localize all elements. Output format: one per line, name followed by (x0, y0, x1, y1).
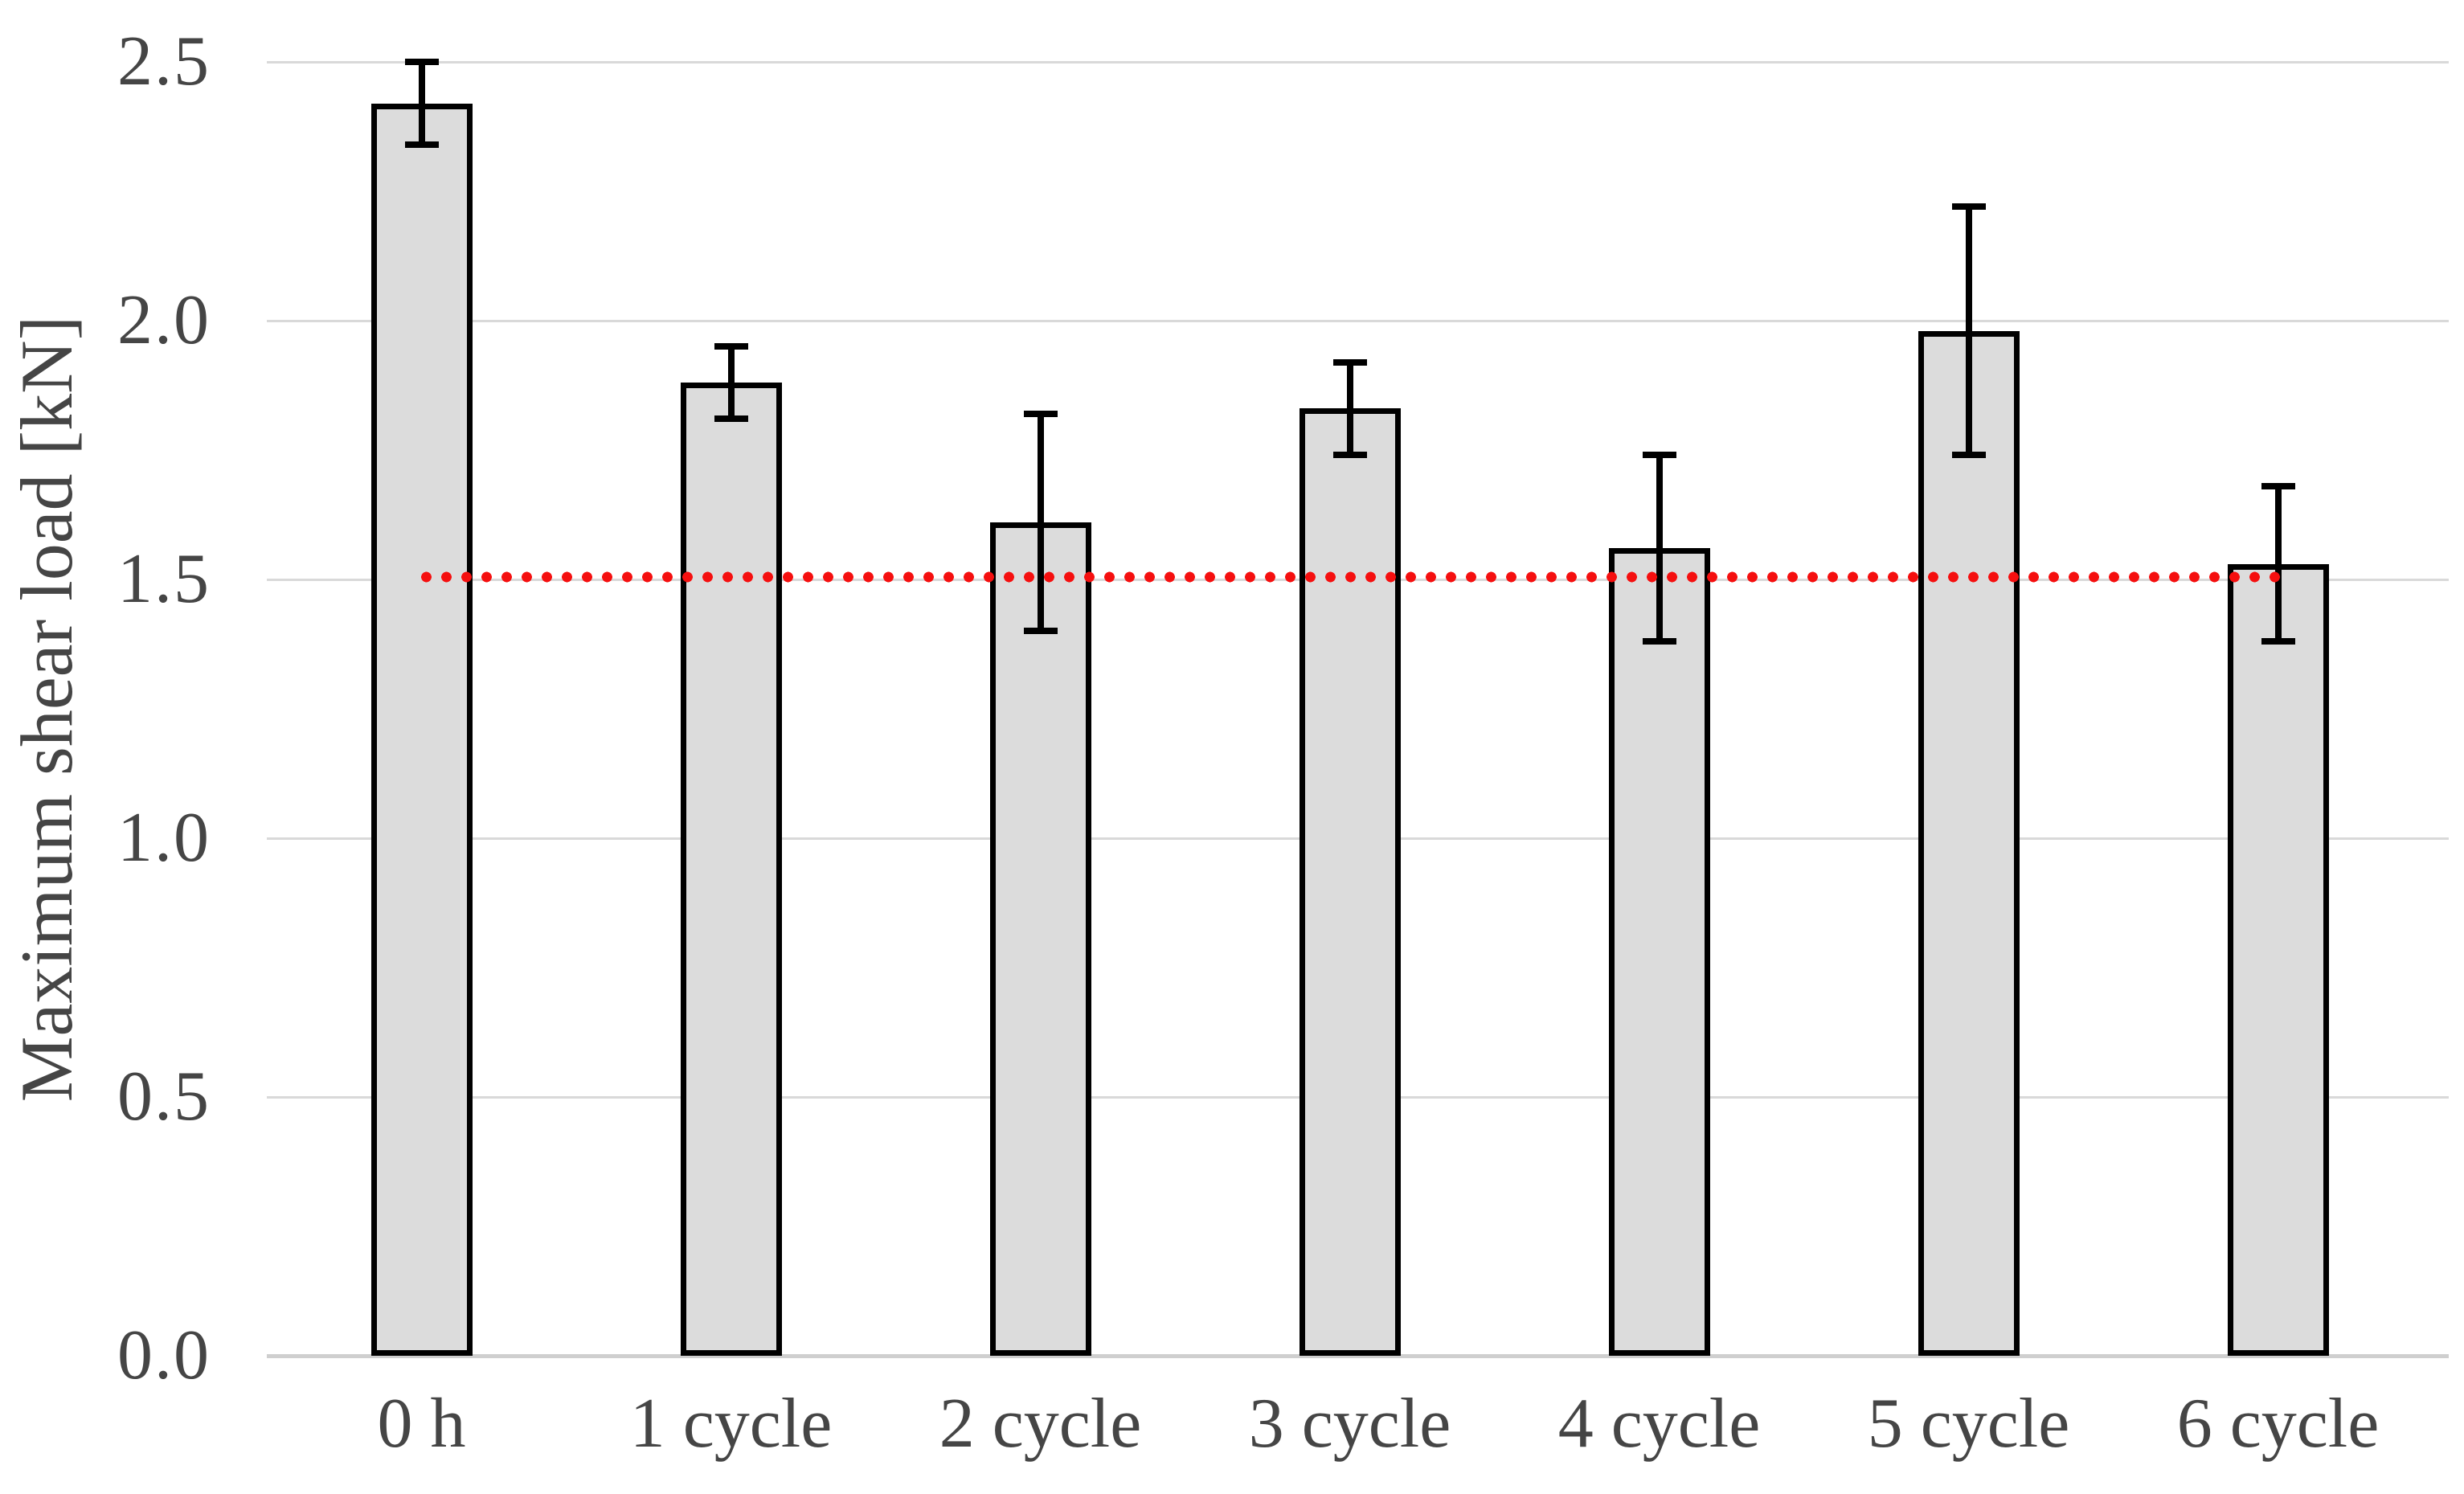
error-bar-cap (404, 141, 439, 149)
error-bar-cap (1951, 452, 1986, 459)
gridline (267, 60, 2449, 63)
y-tick-label: 0.5 (117, 1058, 211, 1136)
y-tick-label: 0.0 (117, 1316, 211, 1394)
error-bar (2274, 486, 2282, 642)
error-bar-cap (1023, 410, 1058, 417)
error-bar-cap (2261, 638, 2295, 645)
error-bar-cap (2261, 483, 2295, 490)
x-category-label: 4 cycle (1557, 1385, 1761, 1463)
error-bar (1656, 455, 1663, 642)
bar (680, 383, 782, 1356)
y-tick-label: 1.5 (117, 540, 211, 618)
error-bar (1965, 207, 1972, 456)
bar (989, 522, 1091, 1356)
error-bar (1346, 362, 1353, 456)
y-tick-label: 2.5 (117, 23, 211, 100)
x-category-label: 5 cycle (1867, 1385, 2070, 1463)
y-axis-title: Maximum shear load [kN] (6, 315, 88, 1103)
error-bar (1037, 413, 1044, 632)
y-tick-label: 2.0 (117, 281, 211, 359)
reference-line (415, 571, 2284, 583)
error-bar-cap (714, 343, 748, 350)
x-category-label: 2 cycle (939, 1385, 1142, 1463)
error-bar-cap (404, 59, 439, 65)
error-bar-cap (1332, 358, 1367, 366)
error-bar-cap (714, 415, 748, 423)
bar (2227, 563, 2329, 1356)
error-bar-cap (1023, 628, 1058, 635)
error-bar-cap (1642, 638, 1676, 645)
x-category-label: 6 cycle (2176, 1385, 2380, 1463)
plot-area (267, 59, 2449, 1358)
x-category-label: 3 cycle (1248, 1385, 1451, 1463)
bar (1608, 548, 1710, 1356)
error-bar-cap (1332, 452, 1367, 459)
error-bar (418, 62, 425, 145)
gridline (267, 319, 2449, 322)
x-category-label: 0 h (377, 1385, 466, 1463)
bar (370, 103, 473, 1356)
error-bar (727, 346, 735, 420)
error-bar-cap (1642, 452, 1676, 459)
error-bar-cap (1951, 203, 1986, 211)
y-tick-label: 1.0 (117, 799, 211, 877)
x-category-label: 1 cycle (629, 1385, 833, 1463)
bar (1918, 330, 2020, 1356)
bar (1299, 408, 1401, 1356)
x-axis-line (267, 1353, 2449, 1358)
